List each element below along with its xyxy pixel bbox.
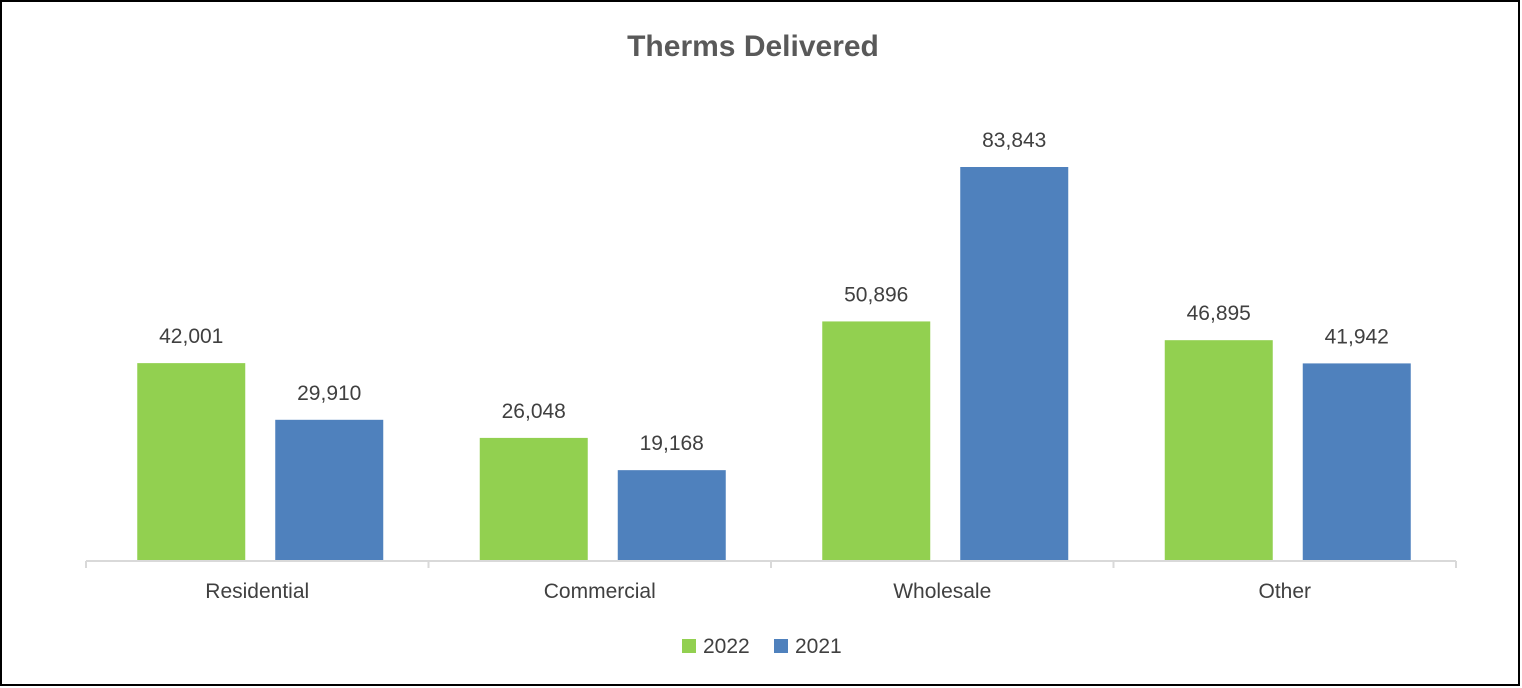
data-label-commercial-2022: 26,048 xyxy=(502,400,566,423)
legend-label-2022: 2022 xyxy=(703,635,750,658)
data-labels-group: 42,001 29,910 26,048 19,168 50,896 83,843 46,8… xyxy=(159,129,1389,455)
legend: 2022 2021 xyxy=(682,635,842,658)
bar-wholesale-2021 xyxy=(960,167,1069,560)
category-label-residential: Residential xyxy=(205,580,309,603)
data-label-other-2021: 41,942 xyxy=(1325,325,1389,348)
chart-title: Therms Delivered xyxy=(627,30,879,63)
bars-group xyxy=(137,167,1411,560)
data-label-other-2022: 46,895 xyxy=(1187,302,1251,325)
category-labels-group: Residential Commercial Wholesale Other xyxy=(205,580,1311,603)
data-label-wholesale-2021: 83,843 xyxy=(982,129,1046,152)
bar-residential-2022 xyxy=(137,363,246,560)
x-axis xyxy=(85,560,1457,568)
category-label-wholesale: Wholesale xyxy=(893,580,991,603)
bar-other-2021 xyxy=(1302,363,1411,560)
data-label-commercial-2021: 19,168 xyxy=(640,432,704,455)
legend-swatch-2022 xyxy=(682,639,696,653)
bar-other-2022 xyxy=(1164,340,1273,560)
bar-wholesale-2022 xyxy=(822,321,931,560)
data-label-residential-2022: 42,001 xyxy=(159,325,223,348)
data-label-residential-2021: 29,910 xyxy=(297,382,361,405)
category-label-other: Other xyxy=(1258,580,1311,603)
bar-commercial-2021 xyxy=(617,470,726,560)
legend-label-2021: 2021 xyxy=(795,635,842,658)
legend-swatch-2021 xyxy=(774,639,788,653)
category-label-commercial: Commercial xyxy=(544,580,656,603)
bar-commercial-2022 xyxy=(479,437,588,560)
data-label-wholesale-2022: 50,896 xyxy=(844,283,908,306)
bar-residential-2021 xyxy=(275,419,384,560)
